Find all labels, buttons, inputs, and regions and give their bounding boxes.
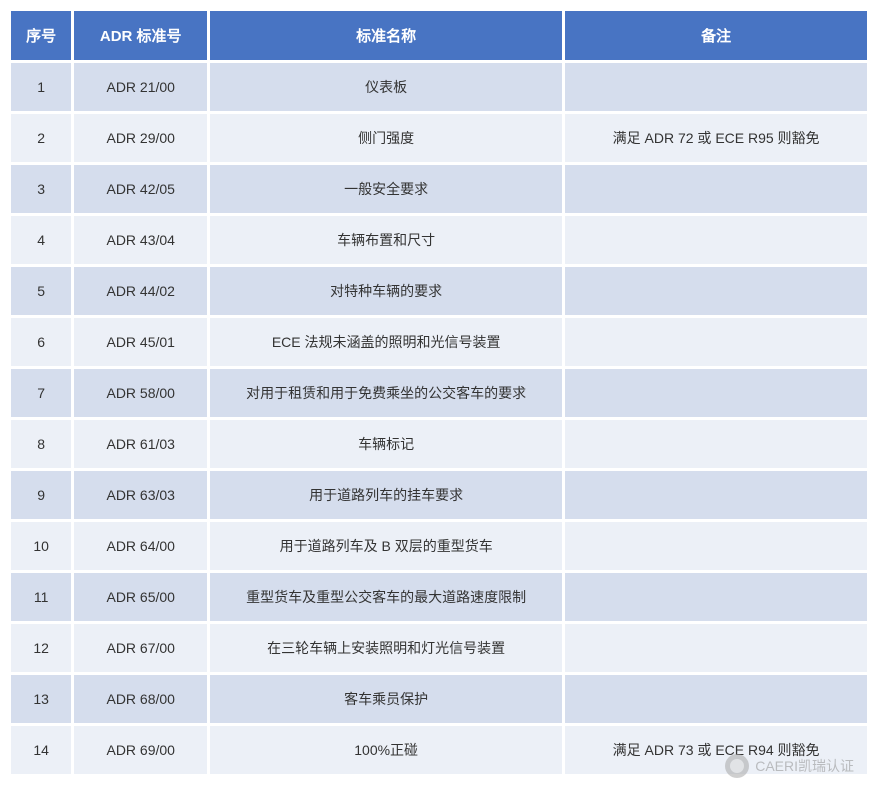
cell-code: ADR 43/04 — [74, 216, 207, 264]
table-row: 5ADR 44/02对特种车辆的要求 — [11, 267, 867, 315]
cell-code: ADR 42/05 — [74, 165, 207, 213]
cell-name: 仪表板 — [210, 63, 562, 111]
cell-code: ADR 64/00 — [74, 522, 207, 570]
table-row: 11ADR 65/00重型货车及重型公交客车的最大道路速度限制 — [11, 573, 867, 621]
cell-code: ADR 44/02 — [74, 267, 207, 315]
cell-code: ADR 67/00 — [74, 624, 207, 672]
cell-seq: 5 — [11, 267, 71, 315]
table-row: 13ADR 68/00客车乘员保护 — [11, 675, 867, 723]
cell-seq: 8 — [11, 420, 71, 468]
cell-note — [565, 573, 867, 621]
col-header-seq: 序号 — [11, 11, 71, 60]
cell-seq: 6 — [11, 318, 71, 366]
cell-name: 客车乘员保护 — [210, 675, 562, 723]
cell-note — [565, 522, 867, 570]
cell-name: 一般安全要求 — [210, 165, 562, 213]
cell-name: 侧门强度 — [210, 114, 562, 162]
cell-name: 100%正碰 — [210, 726, 562, 774]
cell-note: 满足 ADR 73 或 ECE R94 则豁免 — [565, 726, 867, 774]
cell-code: ADR 58/00 — [74, 369, 207, 417]
cell-seq: 9 — [11, 471, 71, 519]
col-header-name: 标准名称 — [210, 11, 562, 60]
table-header: 序号 ADR 标准号 标准名称 备注 — [11, 11, 867, 60]
table-row: 14ADR 69/00100%正碰满足 ADR 73 或 ECE R94 则豁免 — [11, 726, 867, 774]
cell-note — [565, 63, 867, 111]
cell-name: 在三轮车辆上安装照明和灯光信号装置 — [210, 624, 562, 672]
table-row: 6ADR 45/01ECE 法规未涵盖的照明和光信号装置 — [11, 318, 867, 366]
table-row: 3ADR 42/05一般安全要求 — [11, 165, 867, 213]
cell-seq: 1 — [11, 63, 71, 111]
cell-note: 满足 ADR 72 或 ECE R95 则豁免 — [565, 114, 867, 162]
cell-seq: 4 — [11, 216, 71, 264]
cell-name: 对用于租赁和用于免费乘坐的公交客车的要求 — [210, 369, 562, 417]
table-row: 2ADR 29/00侧门强度满足 ADR 72 或 ECE R95 则豁免 — [11, 114, 867, 162]
cell-note — [565, 318, 867, 366]
adr-standards-table-container: 序号 ADR 标准号 标准名称 备注 1ADR 21/00仪表板 2ADR 29… — [8, 8, 870, 777]
cell-name: 用于道路列车及 B 双层的重型货车 — [210, 522, 562, 570]
cell-code: ADR 63/03 — [74, 471, 207, 519]
cell-note — [565, 165, 867, 213]
col-header-code: ADR 标准号 — [74, 11, 207, 60]
cell-note — [565, 420, 867, 468]
cell-name: ECE 法规未涵盖的照明和光信号装置 — [210, 318, 562, 366]
cell-code: ADR 29/00 — [74, 114, 207, 162]
cell-seq: 12 — [11, 624, 71, 672]
table-row: 8ADR 61/03车辆标记 — [11, 420, 867, 468]
cell-seq: 14 — [11, 726, 71, 774]
table-row: 12ADR 67/00在三轮车辆上安装照明和灯光信号装置 — [11, 624, 867, 672]
adr-standards-table: 序号 ADR 标准号 标准名称 备注 1ADR 21/00仪表板 2ADR 29… — [8, 8, 870, 777]
cell-code: ADR 69/00 — [74, 726, 207, 774]
cell-seq: 2 — [11, 114, 71, 162]
table-row: 10ADR 64/00用于道路列车及 B 双层的重型货车 — [11, 522, 867, 570]
table-row: 9ADR 63/03用于道路列车的挂车要求 — [11, 471, 867, 519]
cell-seq: 10 — [11, 522, 71, 570]
cell-note — [565, 267, 867, 315]
cell-seq: 7 — [11, 369, 71, 417]
cell-code: ADR 45/01 — [74, 318, 207, 366]
cell-name: 对特种车辆的要求 — [210, 267, 562, 315]
cell-code: ADR 21/00 — [74, 63, 207, 111]
table-row: 4ADR 43/04车辆布置和尺寸 — [11, 216, 867, 264]
cell-name: 重型货车及重型公交客车的最大道路速度限制 — [210, 573, 562, 621]
table-row: 7ADR 58/00对用于租赁和用于免费乘坐的公交客车的要求 — [11, 369, 867, 417]
table-body: 1ADR 21/00仪表板 2ADR 29/00侧门强度满足 ADR 72 或 … — [11, 63, 867, 774]
cell-name: 车辆布置和尺寸 — [210, 216, 562, 264]
cell-code: ADR 61/03 — [74, 420, 207, 468]
cell-seq: 11 — [11, 573, 71, 621]
cell-code: ADR 65/00 — [74, 573, 207, 621]
cell-code: ADR 68/00 — [74, 675, 207, 723]
cell-note — [565, 216, 867, 264]
cell-note — [565, 369, 867, 417]
cell-note — [565, 624, 867, 672]
cell-name: 车辆标记 — [210, 420, 562, 468]
col-header-note: 备注 — [565, 11, 867, 60]
cell-name: 用于道路列车的挂车要求 — [210, 471, 562, 519]
cell-seq: 13 — [11, 675, 71, 723]
table-row: 1ADR 21/00仪表板 — [11, 63, 867, 111]
cell-seq: 3 — [11, 165, 71, 213]
cell-note — [565, 471, 867, 519]
cell-note — [565, 675, 867, 723]
